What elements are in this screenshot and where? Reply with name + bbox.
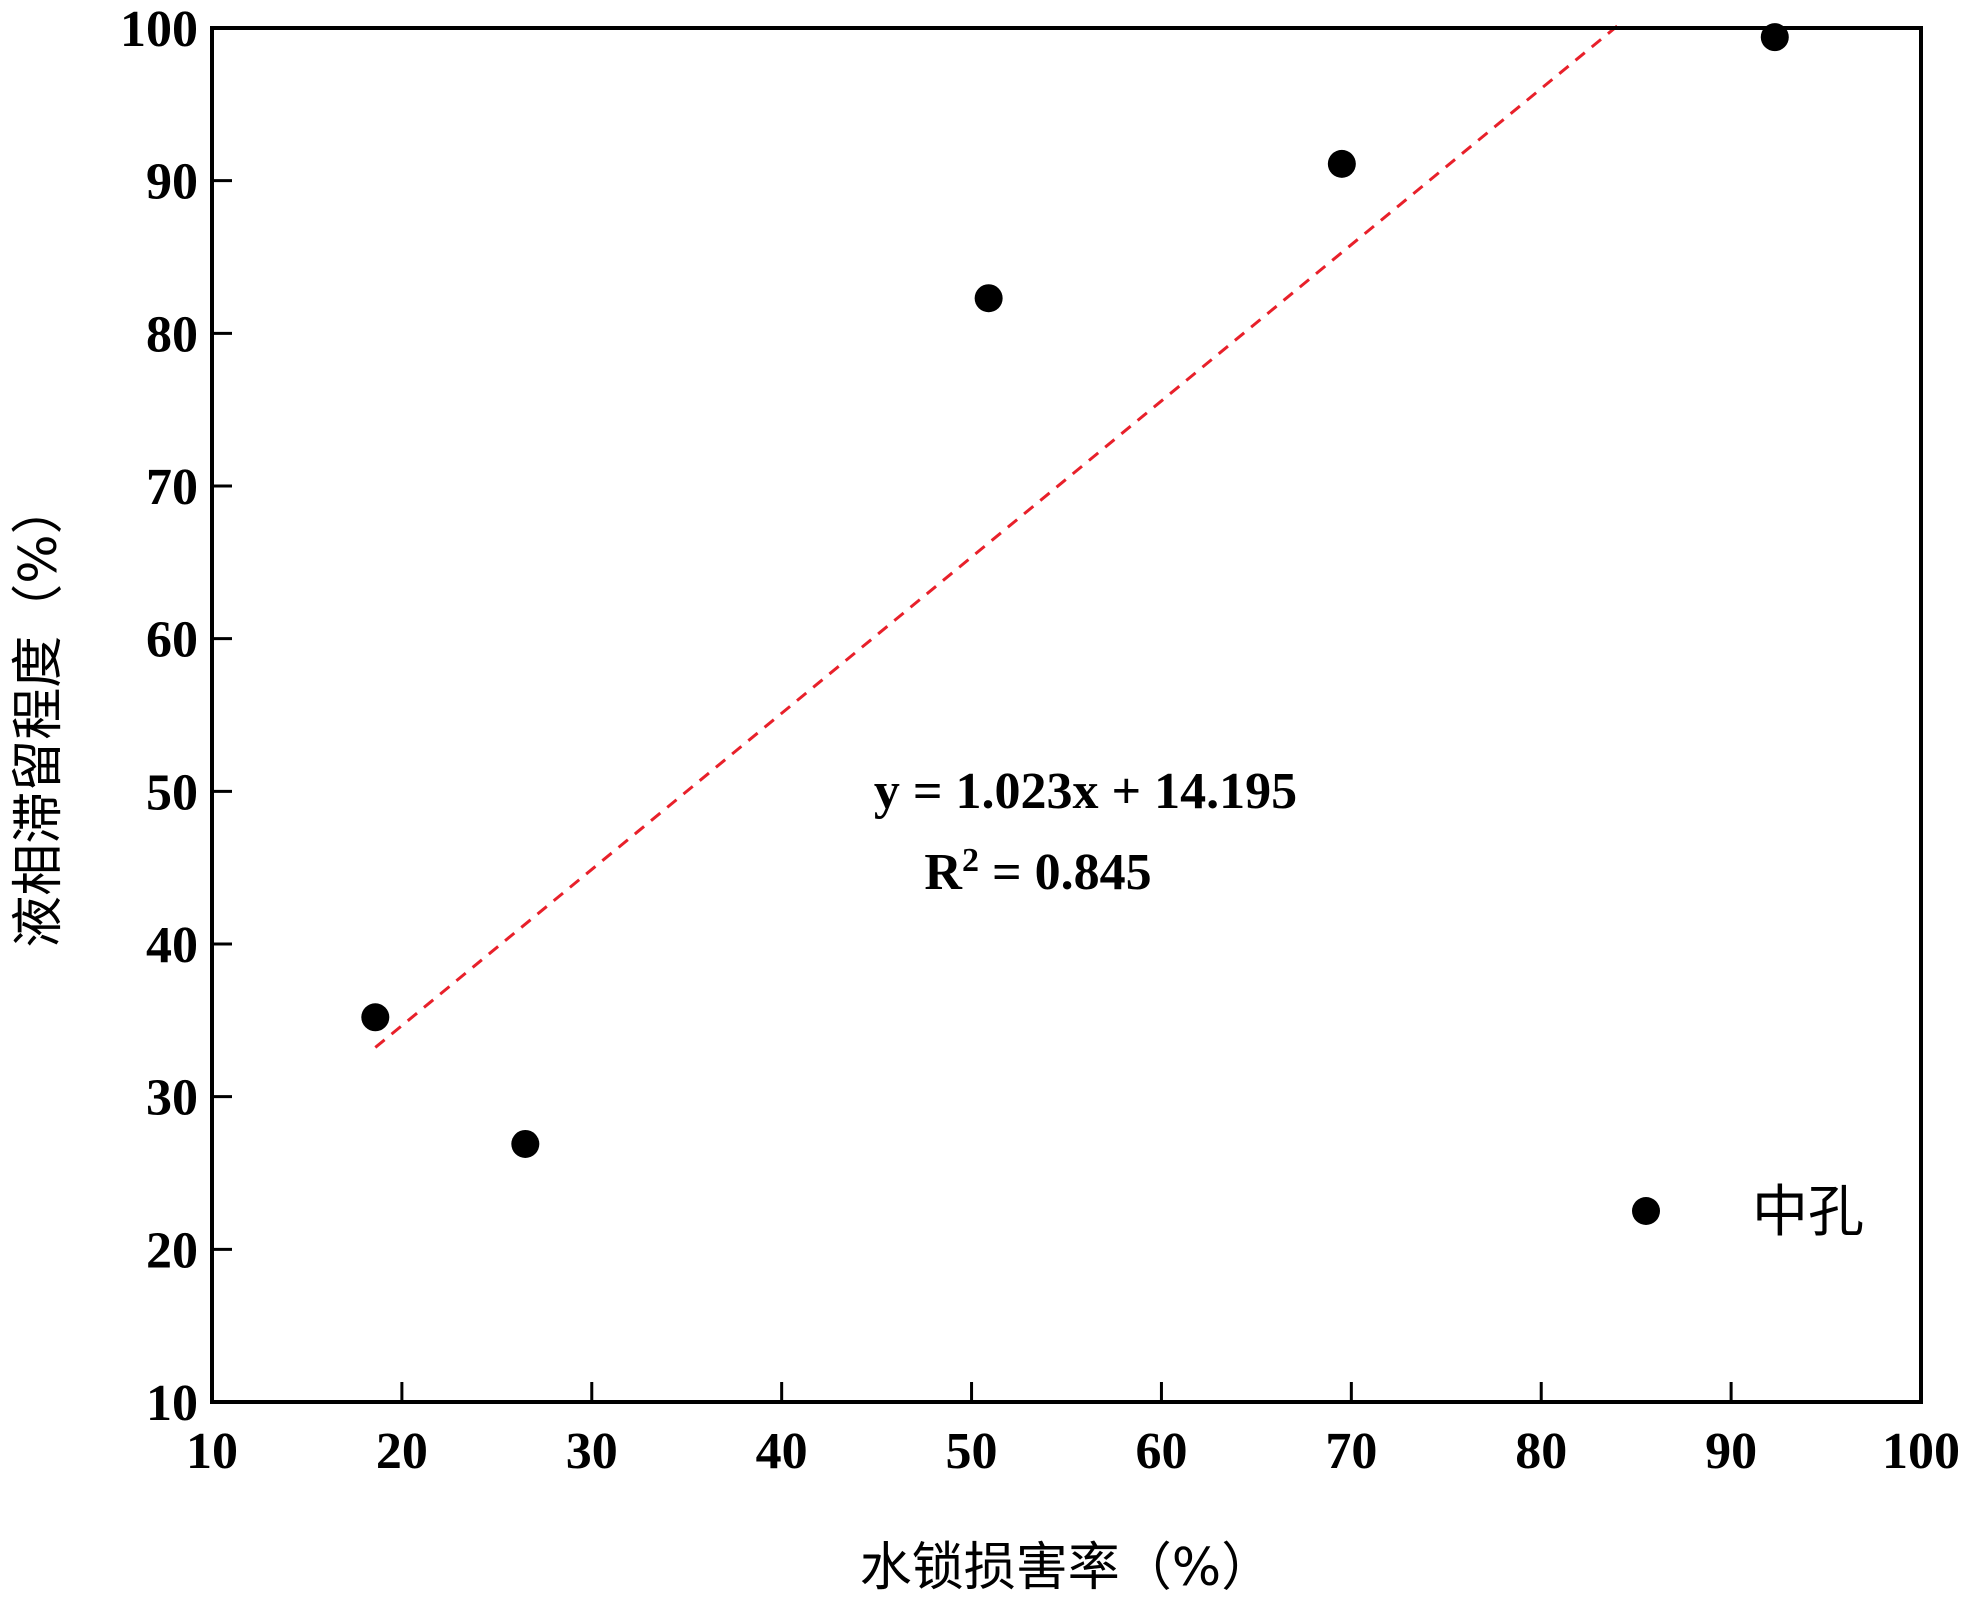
r-squared-superscript: 2 bbox=[962, 842, 979, 879]
data-point bbox=[1327, 149, 1356, 178]
y-axis-title: 液相滞留程度（%） bbox=[9, 482, 69, 947]
y-tick-label: 40 bbox=[146, 917, 198, 974]
y-tick-label: 60 bbox=[146, 612, 198, 669]
legend: 中孔 bbox=[1632, 1180, 1864, 1245]
r-squared-label: R2 = 0.845 bbox=[924, 842, 1151, 902]
x-tick-label: 60 bbox=[1135, 1423, 1187, 1480]
x-tick-label: 50 bbox=[946, 1423, 998, 1480]
data-point bbox=[1760, 23, 1789, 52]
x-tick-label: 30 bbox=[566, 1423, 618, 1480]
legend-label: 中孔 bbox=[1752, 1180, 1864, 1245]
x-tick-label: 20 bbox=[376, 1423, 428, 1480]
equation-label: y = 1.023x + 14.195 bbox=[874, 763, 1297, 820]
y-tick-label: 100 bbox=[120, 1, 198, 58]
ticks-layer: 10 20 30 40 50 60 70 80 90 100 10 20 30 40 50 60 70 80 90 1… bbox=[120, 1, 1960, 1480]
y-tick-label: 70 bbox=[146, 459, 198, 516]
data-point bbox=[361, 1003, 390, 1032]
x-tick-label: 40 bbox=[756, 1423, 808, 1480]
plot-frame bbox=[210, 26, 1923, 1404]
x-tick-label: 100 bbox=[1882, 1423, 1960, 1480]
y-tick-label: 20 bbox=[146, 1222, 198, 1279]
x-tick-label: 10 bbox=[186, 1423, 238, 1480]
y-tick-label: 50 bbox=[146, 764, 198, 821]
y-tick-label: 10 bbox=[146, 1375, 198, 1432]
x-tick-label: 80 bbox=[1515, 1423, 1567, 1480]
x-tick-label: 70 bbox=[1325, 1423, 1377, 1480]
y-tick-label: 90 bbox=[146, 154, 198, 211]
r-squared-value: = 0.845 bbox=[979, 844, 1152, 901]
x-tick-label: 90 bbox=[1705, 1423, 1757, 1480]
data-point bbox=[974, 284, 1003, 313]
x-axis-title: 水锁损害率（%） bbox=[860, 1538, 1273, 1598]
trendline bbox=[374, 24, 1619, 1049]
points-layer bbox=[361, 23, 1789, 1158]
trendline-layer bbox=[374, 24, 1619, 1049]
y-tick-label: 80 bbox=[146, 306, 198, 363]
r-squared-symbol: R bbox=[924, 844, 963, 901]
data-point bbox=[511, 1129, 540, 1158]
y-tick-label: 30 bbox=[146, 1070, 198, 1127]
legend-marker bbox=[1632, 1197, 1660, 1225]
